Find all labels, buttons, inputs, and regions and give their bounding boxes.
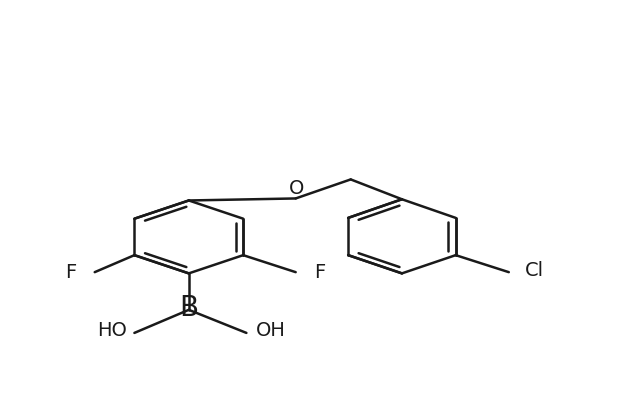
- Text: F: F: [65, 263, 76, 281]
- Text: OH: OH: [256, 322, 285, 340]
- Text: F: F: [314, 263, 326, 281]
- Text: Cl: Cl: [525, 261, 544, 279]
- Text: HO: HO: [97, 322, 127, 340]
- Text: O: O: [289, 179, 305, 198]
- Text: B: B: [179, 294, 198, 322]
